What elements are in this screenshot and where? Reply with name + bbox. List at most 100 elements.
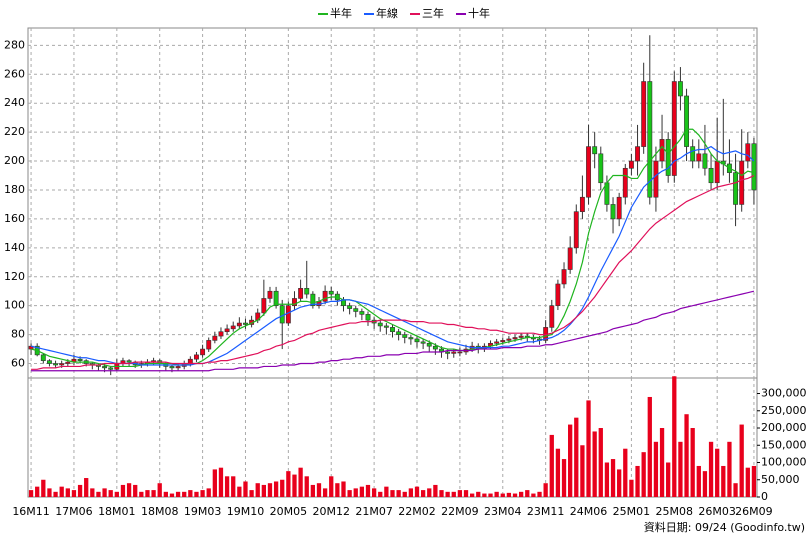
volume-bar: [561, 459, 567, 497]
volume-bar: [96, 491, 101, 497]
x-tick-label: 18M01: [98, 505, 136, 518]
candle-body: [500, 340, 506, 343]
volume-bar: [469, 493, 475, 497]
volume-bar: [451, 491, 456, 497]
candle-body: [610, 204, 616, 220]
volume-bar: [41, 479, 46, 497]
volume-bar: [537, 491, 542, 497]
volume-bar: [690, 428, 695, 497]
ma-line: [30, 128, 755, 368]
candle-body: [261, 298, 267, 314]
volume-bar: [708, 441, 714, 497]
y-tick-label: 160: [4, 212, 25, 225]
candle-body: [733, 172, 739, 205]
candle-body: [347, 305, 353, 309]
candle-body: [659, 139, 665, 162]
x-tick-label: 23M11: [527, 505, 565, 518]
volume-bar: [402, 491, 407, 497]
volume-bar: [255, 483, 260, 497]
candle-body: [567, 247, 573, 270]
volume-bar: [151, 490, 156, 497]
volume-bar: [335, 483, 340, 497]
candle-body: [635, 146, 640, 162]
candle-body: [616, 196, 622, 220]
volume-bar: [139, 491, 144, 497]
volume-bar: [157, 483, 162, 497]
candle-body: [396, 331, 402, 335]
volume-bar: [108, 490, 113, 497]
candle-body: [549, 305, 555, 328]
candle-body: [322, 290, 328, 302]
volume-bar: [427, 488, 432, 497]
x-tick-label: 21M07: [355, 505, 393, 518]
volume-bar: [341, 481, 346, 497]
x-tick-label: 17M06: [55, 505, 93, 518]
candle-body: [292, 298, 297, 306]
volume-bar: [457, 490, 463, 497]
volume-bar: [261, 484, 266, 497]
ma-line: [31, 290, 755, 372]
volume-bar: [500, 493, 505, 497]
volume-bar: [188, 490, 193, 497]
volume-bar: [672, 376, 677, 497]
volume-bar: [647, 396, 652, 497]
volume-bar: [329, 476, 334, 497]
candle-body: [592, 146, 598, 155]
volume-bar: [200, 490, 205, 497]
volume-bar: [286, 471, 291, 497]
candle-body: [194, 354, 199, 360]
candle-body: [512, 337, 518, 340]
volume-bar: [206, 488, 211, 497]
y-tick-label: 180: [4, 183, 25, 196]
volume-bar: [84, 478, 89, 497]
candle-body: [285, 305, 291, 324]
candle-body: [690, 146, 696, 162]
candle-body: [206, 340, 212, 350]
candle-body: [684, 95, 689, 147]
volume-bar: [322, 488, 328, 497]
candle-body: [628, 160, 634, 169]
volume-bar: [678, 441, 683, 497]
candle-body: [714, 160, 720, 184]
y2-tick-label: 200,000: [761, 421, 807, 434]
volume-bar: [35, 486, 40, 497]
candle-body: [273, 290, 279, 306]
candle-body: [745, 143, 751, 162]
candle-body: [377, 322, 383, 327]
candle-body: [108, 367, 114, 370]
candle-body: [279, 305, 285, 324]
candle-body: [224, 328, 230, 333]
candle-body: [77, 358, 83, 361]
candle-body: [432, 345, 438, 350]
legend-label: 年線: [376, 6, 398, 20]
candle-body: [402, 334, 408, 338]
candle-body: [46, 360, 52, 364]
volume-bar: [439, 490, 444, 497]
volume-bar: [586, 400, 591, 497]
volume-bar: [359, 486, 365, 497]
candle-body: [414, 338, 420, 343]
y-tick-label: 80: [11, 328, 25, 341]
volume-bar: [102, 488, 107, 497]
volume-bar: [378, 491, 383, 497]
volume-bar: [298, 467, 303, 497]
volume-bar: [715, 448, 720, 497]
x-tick-label: 26M09: [735, 505, 773, 518]
source-note: 資料日期: 09/24 (Goodinfo.tw): [644, 520, 805, 534]
volume-bar: [145, 490, 150, 497]
candle-body: [751, 143, 757, 191]
candle-body: [739, 160, 745, 205]
legend-label: 三年: [422, 6, 444, 20]
candle-body: [383, 325, 389, 328]
candle-body: [457, 351, 463, 354]
candle-body: [59, 363, 65, 366]
candle-body: [408, 337, 414, 340]
candle-body: [310, 293, 316, 306]
volume-bar: [592, 431, 597, 497]
volume-bar: [292, 474, 297, 497]
volume-bar: [506, 492, 512, 497]
y-tick-label: 240: [4, 96, 25, 109]
volume-bar: [218, 467, 224, 497]
volume-bar: [120, 484, 126, 497]
